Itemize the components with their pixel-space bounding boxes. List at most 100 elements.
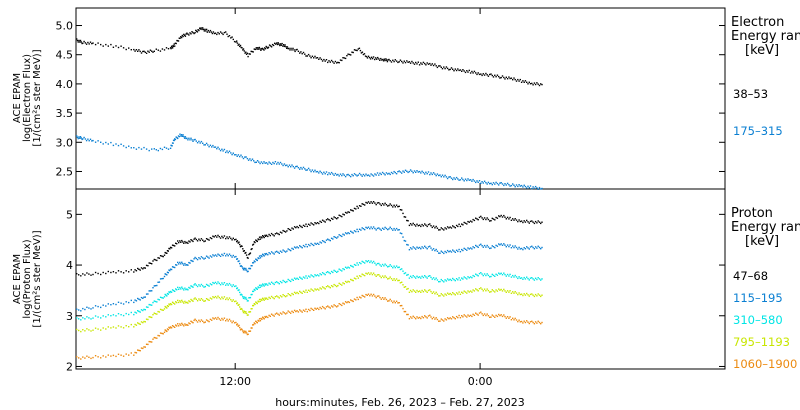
proton-series-2-point xyxy=(175,264,177,266)
electron-series-2-point xyxy=(338,175,340,177)
proton-series-3-point xyxy=(358,262,361,264)
electron-series-2-point xyxy=(291,164,293,166)
electron-series-1-point xyxy=(508,76,510,78)
proton-series-2-point xyxy=(231,256,233,258)
proton-series-4-point xyxy=(351,279,353,281)
proton-series-3-point xyxy=(383,265,385,267)
proton-series-5-point xyxy=(395,300,398,302)
electron-series-2-point xyxy=(523,184,525,186)
proton-series-4-point xyxy=(137,322,139,324)
proton-series-4-point xyxy=(321,286,324,288)
electron-series-1-point xyxy=(459,69,462,71)
electron-series-2-point xyxy=(512,183,514,185)
proton-series-1-point xyxy=(413,224,416,226)
proton-series-3-point xyxy=(138,310,140,313)
electron-series-2-point xyxy=(192,140,194,142)
proton-series-1-point xyxy=(255,240,258,242)
electron-series-2-point xyxy=(445,176,448,178)
electron-series-2-point xyxy=(203,144,205,146)
electron-series-1-point xyxy=(122,47,125,49)
proton-series-5-point xyxy=(369,295,371,297)
proton-series-1-point xyxy=(500,214,502,217)
proton-series-4-point xyxy=(341,284,343,286)
electron-series-1-point xyxy=(338,62,340,64)
proton-series-4-point xyxy=(244,312,246,314)
electron-series-2-point xyxy=(286,164,288,166)
electron-ytick-label: 3.5 xyxy=(56,107,74,120)
electron-series-2-point xyxy=(358,172,361,175)
proton-series-4-point xyxy=(522,294,524,297)
proton-series-4-point xyxy=(407,287,409,290)
proton-series-4-point xyxy=(409,289,412,292)
proton-series-5-point xyxy=(171,325,174,327)
proton-series-5-point xyxy=(238,324,240,327)
proton-series-1-point xyxy=(506,216,509,219)
proton-series-5-point xyxy=(245,332,248,334)
proton-series-1-point xyxy=(115,272,117,274)
electron-series-1-point xyxy=(499,77,501,79)
proton-series-4-point xyxy=(267,298,269,300)
electron-series-1-point xyxy=(191,31,193,33)
proton-series-3-point xyxy=(449,278,451,281)
proton-series-4-point xyxy=(147,318,149,321)
proton-series-1-point xyxy=(390,204,393,207)
proton-series-3-point xyxy=(430,276,432,279)
proton-series-3-point xyxy=(337,270,339,273)
electron-series-1-point xyxy=(316,57,319,59)
proton-series-5-point xyxy=(455,315,458,318)
electron-series-1-point xyxy=(227,35,229,38)
electron-series-2-point xyxy=(241,156,243,158)
electron-series-1-point xyxy=(267,46,270,48)
proton-series-5-point xyxy=(514,317,516,320)
electron-series-1-point xyxy=(258,46,261,49)
electron-series-2-point xyxy=(533,187,536,189)
electron-series-2-point xyxy=(492,182,495,184)
proton-series-5-point xyxy=(397,302,399,304)
proton-series-1-point xyxy=(449,226,451,228)
proton-series-3-point xyxy=(305,275,307,277)
proton-series-4-point xyxy=(296,291,298,294)
proton-series-4-point xyxy=(355,278,357,280)
electron-series-1-point xyxy=(540,83,542,85)
proton-series-3-point xyxy=(245,298,248,300)
proton-series-3-point xyxy=(329,272,331,275)
electron-series-2-point xyxy=(519,185,521,187)
proton-series-4-point xyxy=(295,292,297,295)
proton-series-5-point xyxy=(473,314,476,316)
proton-series-4-point xyxy=(223,296,226,298)
proton-series-2-point xyxy=(393,227,395,230)
proton-series-2-point xyxy=(214,254,217,256)
proton-series-3-point xyxy=(148,303,150,306)
proton-series-1-point xyxy=(412,222,414,225)
proton-series-1-point xyxy=(509,216,511,219)
proton-series-5-point xyxy=(125,353,127,355)
electron-series-1-point xyxy=(279,44,281,47)
proton-series-5-point xyxy=(145,343,148,345)
electron-series-2-point xyxy=(409,169,412,171)
proton-series-4-point xyxy=(122,327,125,329)
proton-series-4-point xyxy=(259,300,262,303)
proton-series-1-point xyxy=(152,260,154,262)
proton-series-4-point xyxy=(328,286,330,288)
proton-series-5-point xyxy=(205,319,208,321)
proton-series-2-point xyxy=(537,245,539,247)
electron-series-1-point xyxy=(363,53,366,55)
proton-series-4-point xyxy=(435,291,437,294)
proton-series-1-point xyxy=(110,271,112,274)
proton-series-4-point xyxy=(148,316,150,318)
proton-series-5-point xyxy=(255,321,258,323)
electron-series-1-point xyxy=(534,83,537,86)
proton-series-4-point xyxy=(209,297,212,299)
electron-series-1-point xyxy=(94,43,97,46)
proton-series-5-point xyxy=(450,318,453,320)
proton-series-2-point xyxy=(299,245,301,247)
electron-series-1-point xyxy=(195,29,197,32)
proton-series-5-point xyxy=(242,331,245,334)
proton-series-2-point xyxy=(336,237,338,239)
proton-series-2-point xyxy=(418,246,421,249)
electron-series-2-point xyxy=(222,150,224,152)
proton-series-5-point xyxy=(257,319,259,322)
electron-series-1-point xyxy=(323,58,325,61)
proton-series-5-point xyxy=(523,320,525,322)
proton-series-5-point xyxy=(443,320,445,322)
